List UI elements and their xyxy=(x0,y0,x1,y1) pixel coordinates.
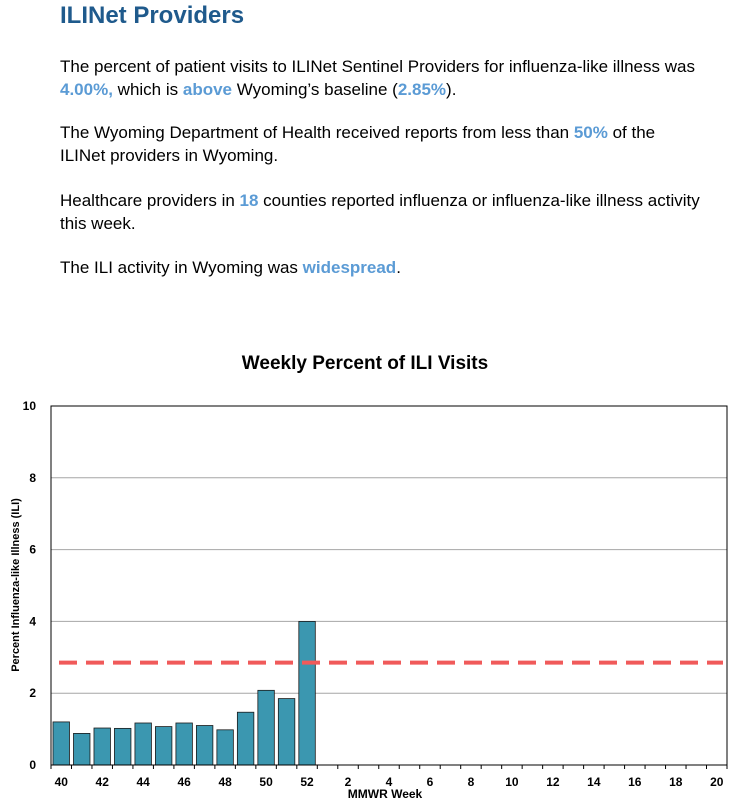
y-tick-label: 0 xyxy=(29,758,36,772)
chart-title: Weekly Percent of ILI Visits xyxy=(242,353,488,374)
reporting-percent: 50% xyxy=(573,123,608,142)
text: counties reported influenza or influenza… xyxy=(60,191,700,233)
y-tick-label: 4 xyxy=(29,614,36,628)
plot-frame xyxy=(50,405,728,766)
bar-week-51 xyxy=(277,698,296,766)
county-count: 18 xyxy=(239,191,259,210)
bar-series xyxy=(52,620,316,766)
text: Wyoming’s baseline ( xyxy=(232,80,398,99)
bar-week-47 xyxy=(195,725,214,766)
bar-week-43 xyxy=(114,727,132,766)
bar-week-45 xyxy=(155,726,173,766)
text: Healthcare providers in xyxy=(60,191,240,210)
text: The percent of patient visits to ILINet … xyxy=(60,57,695,76)
text: The Wyoming Department of Health receive… xyxy=(60,123,574,142)
y-tick-label: 10 xyxy=(23,399,37,413)
x-tick-label: 6 xyxy=(427,775,434,789)
x-tick-label: 8 xyxy=(468,775,475,789)
x-tick-label: 10 xyxy=(505,775,519,789)
activity-paragraph: The ILI activity in Wyoming was widespre… xyxy=(60,256,700,279)
baseline-comparison: above xyxy=(182,80,232,99)
bar-week-41 xyxy=(73,733,91,766)
bar-week-49 xyxy=(236,711,255,766)
x-tick-label: 44 xyxy=(137,775,151,789)
text: of the ILINet providers in Wyoming. xyxy=(60,123,656,165)
x-tick-label: 18 xyxy=(669,775,683,789)
y-tick-label: 6 xyxy=(29,543,36,557)
y-tick-labels: 0 2 4 6 8 10 xyxy=(23,399,37,772)
y-axis-label: Percent Influenza-like Illness (ILI) xyxy=(10,498,22,672)
x-tick-label: 4 xyxy=(386,775,393,789)
y-tick-label: 8 xyxy=(29,471,36,485)
activity-level: widespread xyxy=(302,258,397,277)
text: . xyxy=(396,258,401,277)
bar-week-48 xyxy=(216,729,234,766)
reporting-paragraph: The Wyoming Department of Health receive… xyxy=(60,121,700,167)
bar-week-42 xyxy=(93,727,111,766)
chart-svg: Weekly Percent of ILI Visits Percent Inf… xyxy=(10,353,728,801)
bar-week-50 xyxy=(257,689,275,766)
x-tick-label: 46 xyxy=(177,775,191,789)
ili-percent-value: 4.00%, xyxy=(60,80,113,99)
x-tick-label: 48 xyxy=(218,775,232,789)
x-tick-label: 42 xyxy=(96,775,110,789)
baseline-value: 2.85% xyxy=(397,80,447,99)
x-tick-label: 2 xyxy=(345,775,352,789)
bar-week-52 xyxy=(298,620,316,766)
bar-week-40 xyxy=(52,721,70,766)
x-tick-label: 16 xyxy=(628,775,642,789)
report-title: ILINet Providers xyxy=(60,2,245,29)
text: which is xyxy=(112,80,183,99)
x-tick-label: 50 xyxy=(259,775,273,789)
x-tick-label: 40 xyxy=(55,775,69,789)
text: The ILI activity in Wyoming was xyxy=(60,258,303,277)
bar-week-46 xyxy=(175,722,193,766)
ili-percent-paragraph: The percent of patient visits to ILINet … xyxy=(60,55,700,101)
x-tick-label: 20 xyxy=(710,775,724,789)
x-tick-labels: 40 42 44 46 48 50 52 2 4 6 8 10 12 14 16 18 20 xyxy=(55,775,724,789)
y-tick-label: 2 xyxy=(29,686,36,700)
counties-paragraph: Healthcare providers in 18 counties repo… xyxy=(60,189,700,235)
x-axis-label: MMWR Week xyxy=(348,787,423,801)
gridlines xyxy=(51,477,727,694)
axes xyxy=(50,405,728,769)
bar-week-44 xyxy=(134,722,152,766)
x-tick-label: 14 xyxy=(587,775,601,789)
x-tick-label: 52 xyxy=(300,775,314,789)
text: ). xyxy=(446,80,457,99)
ili-chart: Weekly Percent of ILI Visits Percent Inf… xyxy=(0,340,748,806)
x-tick-label: 12 xyxy=(546,775,560,789)
